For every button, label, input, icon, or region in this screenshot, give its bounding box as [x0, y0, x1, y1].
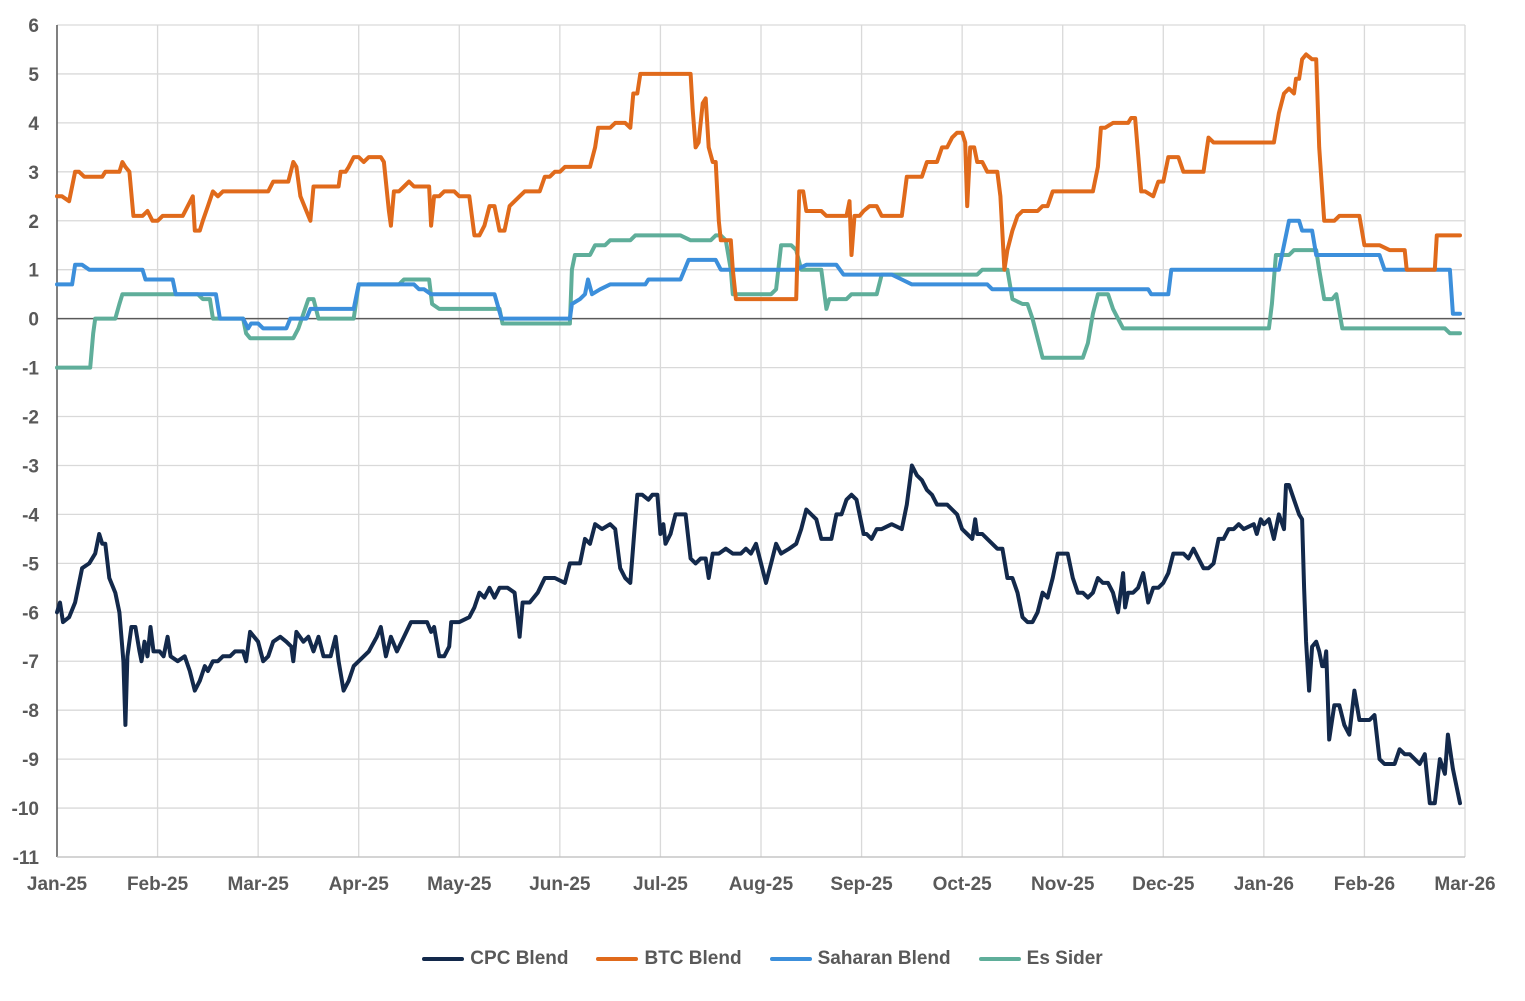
- series-line-btc-blend: [55, 52, 1462, 302]
- x-tick-label: Nov-25: [1031, 874, 1095, 895]
- y-tick-label: -5: [22, 554, 39, 575]
- legend-item-es-sider: Es Sider: [978, 948, 1103, 970]
- y-tick-label: 3: [28, 163, 39, 184]
- x-tick-label: Sep-25: [830, 874, 893, 895]
- y-tick-label: -7: [22, 652, 39, 673]
- y-tick-label: 5: [28, 65, 39, 86]
- legend-item-cpc-blend: CPC Blend: [422, 948, 568, 970]
- gridlines: [56, 24, 1466, 858]
- series-line-cpc-blend: [55, 463, 1462, 806]
- x-tick-label: Apr-25: [329, 874, 390, 895]
- legend-swatch: [596, 957, 639, 961]
- legend-label: CPC Blend: [470, 948, 569, 969]
- y-tick-label: 1: [28, 261, 39, 282]
- legend-swatch: [422, 957, 465, 961]
- series-line-es-sider: [55, 233, 1462, 370]
- x-tick-label: Jan-25: [27, 874, 88, 895]
- y-tick-label: -2: [22, 408, 39, 429]
- y-tick-label: 0: [28, 310, 39, 331]
- legend-label: BTC Blend: [644, 948, 742, 969]
- x-tick-label: Aug-25: [729, 874, 794, 895]
- y-tick-labels: 6 5 4 3 2 1 0 -1 -2 -3 -4 -5 -6 -7 -8 -9 -10 -11: [12, 16, 40, 869]
- x-tick-label: Feb-26: [1334, 874, 1395, 895]
- series-line-saharan-blend: [55, 218, 1462, 331]
- x-tick-labels: Jan-25 Feb-25 Mar-25 Apr-25 May-25 Jun-25 Jul-…: [27, 874, 1496, 895]
- y-tick-label: -1: [22, 359, 39, 380]
- y-tick-label: -11: [13, 848, 40, 869]
- x-tick-label: Jul-25: [633, 874, 688, 895]
- y-tick-label: 6: [28, 16, 39, 37]
- y-tick-label: -8: [22, 701, 39, 722]
- y-tick-label: -10: [12, 799, 39, 820]
- x-tick-label: Dec-25: [1132, 874, 1195, 895]
- y-tick-label: -6: [22, 603, 39, 624]
- legend-label: Es Sider: [1026, 948, 1103, 969]
- y-tick-label: -4: [22, 505, 39, 526]
- y-tick-label: -3: [22, 456, 39, 477]
- x-tick-label: Jan-26: [1234, 874, 1294, 895]
- x-tick-label: Feb-25: [127, 874, 189, 895]
- y-tick-label: 4: [28, 114, 39, 135]
- x-tick-label: Jun-25: [529, 874, 591, 895]
- legend-item-saharan-blend: Saharan Blend: [769, 948, 951, 970]
- y-tick-label: -9: [22, 750, 39, 771]
- x-tick-label: Oct-25: [933, 874, 993, 895]
- legend-label: Saharan Blend: [817, 948, 951, 969]
- x-tick-label: Mar-25: [228, 874, 290, 895]
- series-lines: [55, 52, 1462, 806]
- x-tick-label: May-25: [427, 874, 492, 895]
- legend: CPC Blend BTC Blend Saharan Blend Es Sider: [0, 948, 1525, 970]
- legend-item-btc-blend: BTC Blend: [596, 948, 742, 970]
- legend-swatch: [978, 957, 1021, 961]
- x-tick-label: Mar-26: [1434, 874, 1495, 895]
- legend-swatch: [769, 957, 812, 961]
- y-tick-label: 2: [28, 212, 39, 233]
